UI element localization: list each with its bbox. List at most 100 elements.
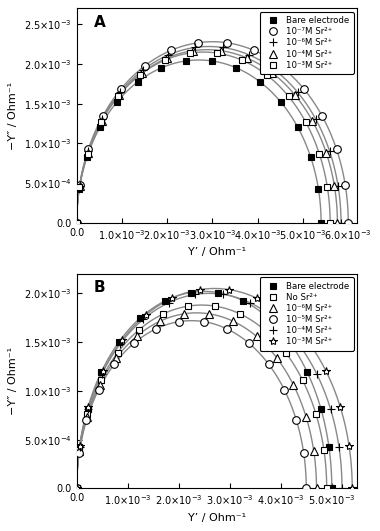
- 10⁻⁶M Sr²⁺: [339, 220, 343, 226]
- Text: B: B: [93, 280, 105, 295]
- No Sr²⁺: [85, 411, 90, 417]
- Line: Bare electrode: Bare electrode: [73, 58, 324, 226]
- 10⁻⁴M Sr²⁺: [324, 150, 328, 156]
- Bare electrode: [279, 99, 283, 105]
- 10⁻⁷M Sr²⁺: [142, 63, 147, 69]
- 10⁻⁷M Sr²⁺: [343, 182, 347, 188]
- 10⁻⁵M Sr²⁺: [201, 319, 206, 325]
- 10⁻³M Sr²⁺: [317, 150, 321, 157]
- 10⁻⁷M Sr²⁺: [320, 113, 325, 119]
- Line: 10⁻⁴M Sr²⁺: 10⁻⁴M Sr²⁺: [73, 290, 346, 493]
- 10⁻⁴M Sr²⁺: [141, 316, 145, 323]
- Bare electrode: [114, 99, 119, 105]
- 10⁻⁶M Sr²⁺: [304, 414, 309, 421]
- 10⁻⁷M Sr²⁺: [346, 220, 351, 226]
- 10⁻⁶M Sr²⁺: [141, 67, 145, 73]
- 10⁻⁴M Sr²⁺: [74, 485, 79, 492]
- 10⁻³M Sr²⁺: [77, 184, 82, 190]
- 10⁻⁴M Sr²⁺: [270, 70, 274, 76]
- 10⁻⁷M Sr²⁺: [301, 85, 306, 92]
- 10⁻⁷M Sr²⁺: [119, 85, 124, 92]
- 10⁻⁵M Sr²⁺: [74, 485, 79, 492]
- Bare electrode: [305, 369, 310, 375]
- 10⁻⁴M Sr²⁺: [100, 370, 104, 376]
- Bare electrode: [188, 289, 193, 296]
- No Sr²⁺: [74, 485, 79, 492]
- 10⁻⁴M Sr²⁺: [332, 183, 337, 190]
- 10⁻⁴M Sr²⁺: [248, 299, 252, 306]
- 10⁻⁶M Sr²⁺: [336, 183, 340, 189]
- 10⁻⁵M Sr²⁺: [97, 387, 101, 393]
- Line: 10⁻³M Sr²⁺: 10⁻³M Sr²⁺: [73, 49, 334, 226]
- Bare electrode: [295, 124, 300, 130]
- Bare electrode: [209, 58, 214, 64]
- Bare electrode: [135, 79, 140, 85]
- 10⁻³M Sr²⁺: [227, 286, 231, 293]
- 10⁻³M Sr²⁺: [198, 286, 202, 293]
- 10⁻³M Sr²⁺: [305, 337, 309, 344]
- No Sr²⁺: [314, 411, 318, 417]
- 10⁻⁵M Sr²⁺: [304, 485, 309, 492]
- No Sr²⁺: [98, 377, 103, 383]
- 10⁻⁶M Sr²⁺: [291, 382, 296, 388]
- 10⁻³M Sr²⁺: [304, 119, 308, 125]
- 10⁻³M Sr²⁺: [85, 150, 90, 157]
- 10⁻⁶M Sr²⁺: [77, 183, 82, 189]
- Y-axis label: −Y″ / Ohm⁻¹: −Y″ / Ohm⁻¹: [8, 347, 18, 415]
- X-axis label: Y’ / Ohm⁻¹: Y’ / Ohm⁻¹: [188, 247, 246, 257]
- 10⁻⁶M Sr²⁺: [74, 220, 79, 226]
- 10⁻³M Sr²⁺: [188, 50, 192, 56]
- 10⁻⁵M Sr²⁺: [154, 326, 158, 332]
- Bare electrode: [116, 339, 121, 346]
- Bare electrode: [85, 153, 89, 160]
- 10⁻⁷M Sr²⁺: [78, 182, 82, 188]
- Bare electrode: [77, 444, 82, 450]
- 10⁻⁶M Sr²⁺: [85, 414, 89, 421]
- Bare electrode: [159, 65, 164, 71]
- 10⁻⁵M Sr²⁺: [266, 361, 271, 367]
- 10⁻⁶M Sr²⁺: [220, 44, 225, 50]
- 10⁻⁶M Sr²⁺: [100, 116, 104, 122]
- 10⁻⁶M Sr²⁺: [114, 355, 118, 362]
- 10⁻⁷M Sr²⁺: [278, 63, 283, 69]
- 10⁻⁴M Sr²⁺: [193, 292, 198, 298]
- 10⁻⁶M Sr²⁺: [314, 485, 319, 492]
- 10⁻³M Sr²⁺: [101, 367, 105, 374]
- 10⁻⁵M Sr²⁺: [301, 450, 306, 456]
- 10⁻⁶M Sr²⁺: [166, 52, 171, 58]
- Bare electrode: [234, 65, 239, 71]
- 10⁻⁶M Sr²⁺: [314, 116, 318, 122]
- Bare electrode: [98, 124, 102, 130]
- 10⁻³M Sr²⁺: [170, 295, 174, 301]
- 10⁻³M Sr²⁺: [162, 57, 167, 63]
- 10⁻⁶M Sr²⁺: [254, 333, 259, 339]
- Bare electrode: [138, 314, 143, 321]
- 10⁻³M Sr²⁺: [240, 57, 244, 63]
- 10⁻⁶M Sr²⁺: [247, 52, 252, 58]
- 10⁻⁴M Sr²⁺: [118, 341, 122, 347]
- No Sr²⁺: [301, 377, 305, 383]
- No Sr²⁺: [321, 447, 326, 453]
- 10⁻⁶M Sr²⁺: [312, 448, 316, 455]
- Bare electrode: [288, 339, 292, 346]
- 10⁻⁶M Sr²⁺: [273, 67, 277, 73]
- 10⁻⁶M Sr²⁺: [118, 89, 122, 96]
- 10⁻³M Sr²⁺: [86, 404, 91, 410]
- 10⁻⁴M Sr²⁺: [335, 220, 340, 226]
- Bare electrode: [241, 298, 245, 304]
- 10⁻⁶M Sr²⁺: [193, 44, 197, 50]
- 10⁻³M Sr²⁺: [74, 220, 79, 226]
- 10⁻³M Sr²⁺: [74, 485, 79, 492]
- 10⁻⁵M Sr²⁺: [112, 361, 117, 367]
- 10⁻³M Sr²⁺: [120, 337, 124, 344]
- 10⁻⁶M Sr²⁺: [328, 148, 332, 155]
- No Sr²⁺: [283, 349, 288, 356]
- 10⁻³M Sr²⁺: [78, 443, 82, 449]
- Line: 10⁻³M Sr²⁺: 10⁻³M Sr²⁺: [73, 286, 356, 493]
- 10⁻³M Sr²⁺: [116, 93, 120, 99]
- 10⁻⁵M Sr²⁺: [77, 450, 81, 456]
- Legend: Bare electrode, No Sr²⁺, 10⁻⁶M Sr²⁺, 10⁻⁵M Sr²⁺, 10⁻⁴M Sr²⁺, 10⁻³M Sr²⁺: Bare electrode, No Sr²⁺, 10⁻⁶M Sr²⁺, 10⁻…: [260, 277, 354, 350]
- 10⁻⁴M Sr²⁺: [78, 444, 82, 450]
- 10⁻⁴M Sr²⁺: [139, 70, 144, 76]
- 10⁻⁶M Sr²⁺: [74, 485, 79, 492]
